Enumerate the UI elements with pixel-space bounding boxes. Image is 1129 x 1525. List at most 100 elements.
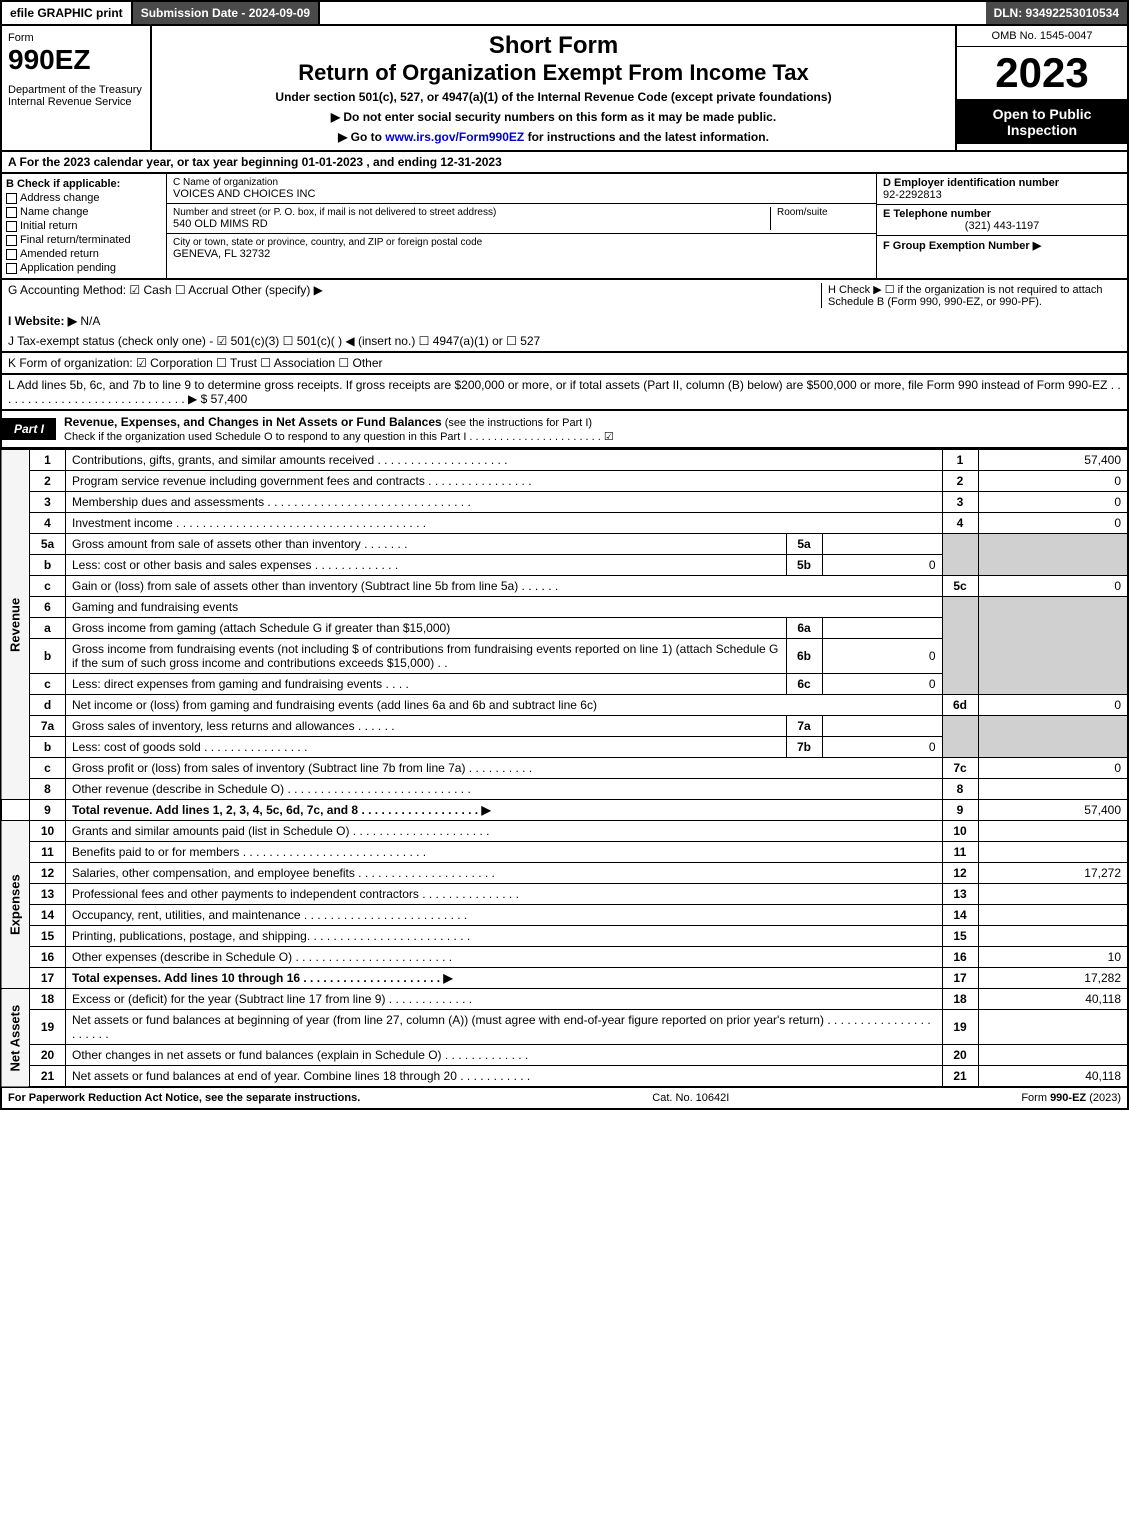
street-label: Number and street (or P. O. box, if mail… [173, 207, 770, 218]
line-5c-v: 0 [978, 576, 1128, 597]
line-7c-n: 7c [942, 758, 978, 779]
schedule-b-check: H Check ▶ ☐ if the organization is not r… [821, 283, 1121, 308]
header-center: Short Form Return of Organization Exempt… [152, 26, 957, 150]
website-value: N/A [80, 314, 100, 328]
form-label: Form [8, 32, 144, 44]
line-12-desc: Salaries, other compensation, and employ… [66, 863, 943, 884]
shade-6 [942, 597, 978, 695]
checkbox-application-pending[interactable]: Application pending [6, 262, 162, 274]
line-21-v: 40,118 [978, 1066, 1128, 1088]
section-k-form-of-org: K Form of organization: ☑ Corporation ☐ … [0, 353, 1129, 375]
form-header: Form 990EZ Department of the Treasury In… [0, 26, 1129, 152]
website-row: I Website: ▶ N/A [2, 311, 1127, 331]
line-1-desc: Contributions, gifts, grants, and simila… [66, 450, 943, 471]
line-20-v [978, 1045, 1128, 1066]
return-title: Return of Organization Exempt From Incom… [158, 60, 949, 86]
line-4-n: 4 [942, 513, 978, 534]
city-row: City or town, state or province, country… [167, 234, 876, 263]
line-3-v: 0 [978, 492, 1128, 513]
line-17-n: 17 [942, 968, 978, 989]
line-6c-desc: Less: direct expenses from gaming and fu… [66, 674, 787, 695]
shade-5v [978, 534, 1128, 576]
line-6d-desc: Net income or (loss) from gaming and fun… [66, 695, 943, 716]
line-11-v [978, 842, 1128, 863]
line-7a-sn: 7a [786, 716, 822, 737]
spacer-cell [1, 800, 30, 821]
topbar-spacer [320, 2, 985, 24]
line-18-desc: Excess or (deficit) for the year (Subtra… [66, 989, 943, 1010]
dln-label: DLN: 93492253010534 [986, 2, 1127, 24]
omb-number: OMB No. 1545-0047 [957, 26, 1127, 47]
line-6a-sn: 6a [786, 618, 822, 639]
efile-label[interactable]: efile GRAPHIC print [2, 2, 133, 24]
city-label: City or town, state or province, country… [173, 237, 870, 248]
line-7b-desc: Less: cost of goods sold . . . . . . . .… [66, 737, 787, 758]
irs-link[interactable]: www.irs.gov/Form990EZ [385, 130, 524, 144]
line-9-v: 57,400 [978, 800, 1128, 821]
line-8-n: 8 [942, 779, 978, 800]
header-right: OMB No. 1545-0047 2023 Open to Public In… [957, 26, 1127, 150]
line-15-n: 15 [942, 926, 978, 947]
checkbox-amended-return[interactable]: Amended return [6, 248, 162, 260]
line-21-desc: Net assets or fund balances at end of ye… [66, 1066, 943, 1088]
checkbox-address-change[interactable]: Address change [6, 192, 162, 204]
open-to-public: Open to Public Inspection [957, 100, 1127, 144]
section-d-e-f: D Employer identification number 92-2292… [877, 174, 1127, 278]
line-6-desc: Gaming and fundraising events [66, 597, 943, 618]
line-5a-sv [822, 534, 942, 555]
org-name-row: C Name of organization VOICES AND CHOICE… [167, 174, 876, 204]
checkbox-initial-return[interactable]: Initial return [6, 220, 162, 232]
street-address: 540 OLD MIMS RD [173, 218, 770, 230]
expenses-sidelabel: Expenses [1, 821, 30, 989]
group-exemption-header: F Group Exemption Number ▶ [883, 239, 1121, 252]
net-assets-sidelabel: Net Assets [1, 989, 30, 1088]
line-8-v [978, 779, 1128, 800]
org-name: VOICES AND CHOICES INC [173, 188, 870, 200]
line-7c-desc: Gross profit or (loss) from sales of inv… [66, 758, 943, 779]
part-1-header: Part I Revenue, Expenses, and Changes in… [0, 411, 1129, 449]
line-5b-desc: Less: cost or other basis and sales expe… [66, 555, 787, 576]
header-left: Form 990EZ Department of the Treasury In… [2, 26, 152, 150]
line-14-v [978, 905, 1128, 926]
checkbox-final-return[interactable]: Final return/terminated [6, 234, 162, 246]
line-11-n: 11 [942, 842, 978, 863]
line-17-v: 17,282 [978, 968, 1128, 989]
top-bar: efile GRAPHIC print Submission Date - 20… [0, 0, 1129, 26]
line-5b-sn: 5b [786, 555, 822, 576]
line-1-n: 1 [942, 450, 978, 471]
line-6a-desc: Gross income from gaming (attach Schedul… [66, 618, 787, 639]
part-1-tag: Part I [2, 418, 56, 440]
under-section: Under section 501(c), 527, or 4947(a)(1)… [158, 90, 949, 104]
line-5b-sv: 0 [822, 555, 942, 576]
line-3-desc: Membership dues and assessments . . . . … [66, 492, 943, 513]
no-ssn-note: ▶ Do not enter social security numbers o… [158, 110, 949, 124]
shade-5 [942, 534, 978, 576]
checkbox-name-change[interactable]: Name change [6, 206, 162, 218]
info-grid: B Check if applicable: Address change Na… [0, 174, 1129, 280]
line-10-n: 10 [942, 821, 978, 842]
ein-value: 92-2292813 [883, 189, 1121, 201]
line-18-n: 18 [942, 989, 978, 1010]
line-6c-sn: 6c [786, 674, 822, 695]
ein-header: D Employer identification number [883, 177, 1121, 189]
line-17-desc: Total expenses. Add lines 10 through 16 … [66, 968, 943, 989]
phone-value: (321) 443-1197 [883, 220, 1121, 232]
line-19-desc: Net assets or fund balances at beginning… [66, 1010, 943, 1045]
section-b-header: B Check if applicable: [6, 178, 162, 190]
shade-7 [942, 716, 978, 758]
line-15-v [978, 926, 1128, 947]
line-5a-sn: 5a [786, 534, 822, 555]
line-15-desc: Printing, publications, postage, and shi… [66, 926, 943, 947]
meta-rows: G Accounting Method: ☑ Cash ☐ Accrual Ot… [0, 280, 1129, 353]
phone-header: E Telephone number [883, 208, 1121, 220]
line-7c-v: 0 [978, 758, 1128, 779]
room-label: Room/suite [777, 207, 870, 218]
line-14-desc: Occupancy, rent, utilities, and maintena… [66, 905, 943, 926]
line-20-desc: Other changes in net assets or fund bala… [66, 1045, 943, 1066]
org-name-label: C Name of organization [173, 177, 870, 188]
section-a-tax-year: A For the 2023 calendar year, or tax yea… [0, 152, 1129, 174]
line-2-desc: Program service revenue including govern… [66, 471, 943, 492]
tax-exempt-status: J Tax-exempt status (check only one) - ☑… [2, 331, 1127, 351]
footer-center: Cat. No. 10642I [652, 1092, 729, 1104]
submission-date: Submission Date - 2024-09-09 [133, 2, 320, 24]
